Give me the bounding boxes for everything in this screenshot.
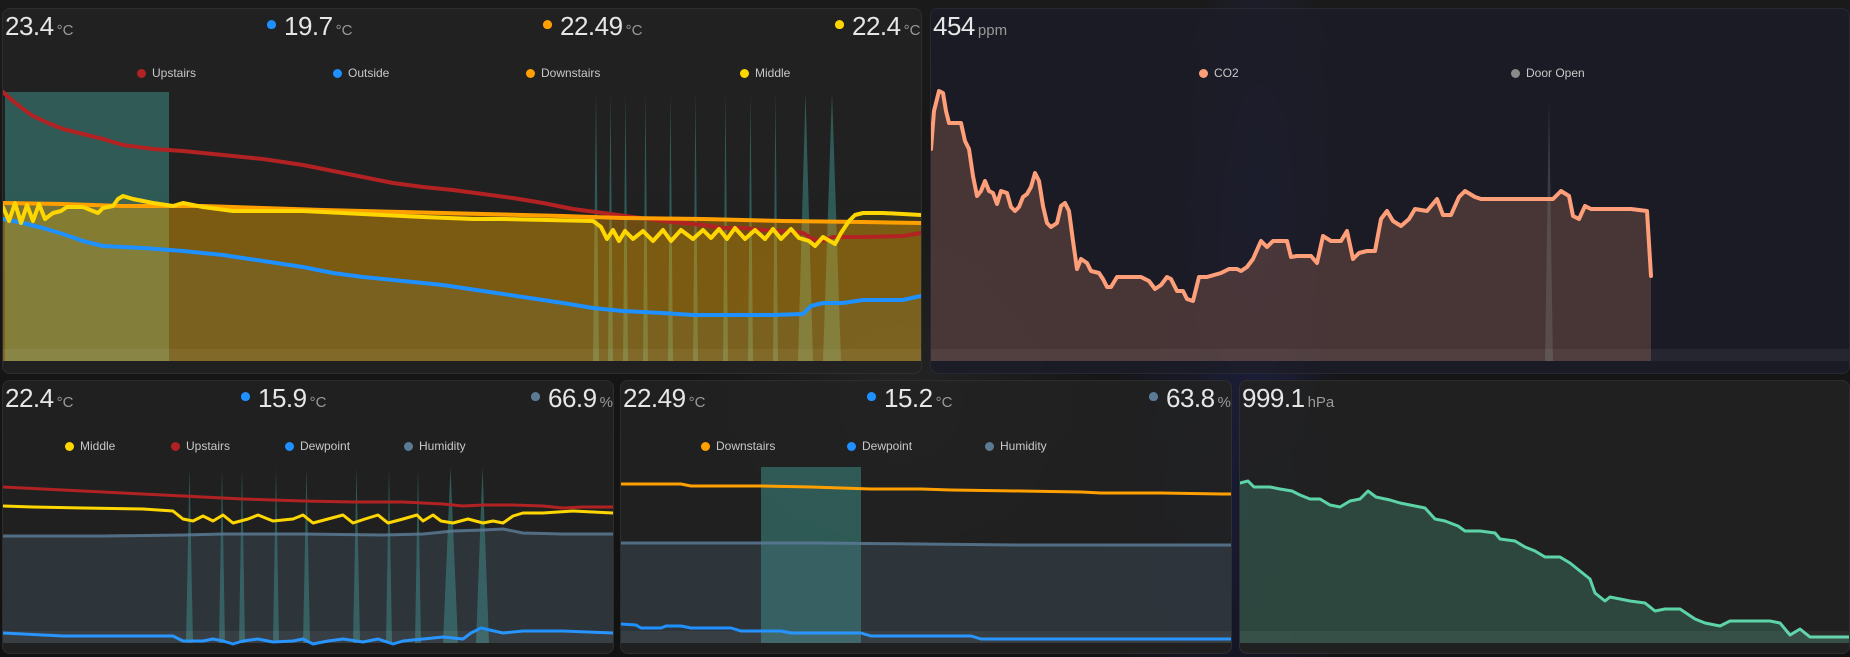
legend-item-upstairs[interactable]: Upstairs bbox=[171, 439, 230, 453]
state-value: 23.4 bbox=[5, 11, 54, 41]
state-downstairs-temp: 22.49 °C bbox=[623, 383, 705, 414]
state-upstairs: 23.4 °C bbox=[5, 11, 73, 42]
state-value: 22.4 bbox=[5, 383, 54, 413]
legend-label: Door Open bbox=[1526, 66, 1585, 80]
state-unit: °C bbox=[935, 394, 953, 411]
pressure-card[interactable]: 999.1 hPa bbox=[1239, 380, 1850, 654]
state-unit: % bbox=[1217, 394, 1231, 411]
state-value: 15.2 bbox=[884, 383, 933, 413]
legend-item-dewpoint[interactable]: Dewpoint bbox=[285, 439, 350, 453]
legend-label: Outside bbox=[348, 66, 390, 80]
state-middle-temp: 22.4 °C bbox=[5, 383, 73, 414]
legend-dot-icon bbox=[137, 68, 146, 78]
legend-item-humidity[interactable]: Humidity bbox=[985, 439, 1047, 453]
co2-history-card[interactable]: 454 ppm CO2 Door Open bbox=[930, 8, 1850, 374]
state-unit: °C bbox=[688, 394, 706, 411]
legend-item-humidity[interactable]: Humidity bbox=[404, 439, 466, 453]
humidity-color-dot-icon bbox=[1149, 392, 1158, 401]
legend-dot-icon bbox=[847, 441, 856, 451]
downstairs-color-dot-icon bbox=[543, 20, 552, 29]
state-middle-humidity: 66.9% bbox=[531, 383, 613, 414]
state-co2: 454 ppm bbox=[933, 11, 1007, 42]
legend-label: Upstairs bbox=[186, 439, 231, 453]
state-unit: °C bbox=[625, 22, 643, 39]
state-value: 19.7 bbox=[284, 11, 333, 41]
legend-dot-icon bbox=[1199, 68, 1208, 78]
legend-dot-icon bbox=[65, 441, 74, 451]
state-downstairs: 22.49 °C bbox=[543, 11, 642, 42]
dewpoint-color-dot-icon bbox=[867, 392, 876, 401]
legend-dot-icon bbox=[333, 68, 342, 78]
state-value: 15.9 bbox=[258, 383, 307, 413]
legend-dot-icon bbox=[171, 441, 180, 451]
legend-label: Downstairs bbox=[716, 439, 776, 453]
state-value: 63.8 bbox=[1166, 383, 1215, 413]
legend-label: Middle bbox=[755, 66, 791, 80]
humidity-color-dot-icon bbox=[531, 392, 540, 401]
legend-dot-icon bbox=[285, 441, 294, 451]
state-downstairs-dewpoint: 15.2 °C bbox=[867, 383, 952, 414]
legend-item-co2[interactable]: CO2 bbox=[1199, 66, 1239, 80]
co2-line-chart[interactable] bbox=[931, 9, 1849, 373]
downstairs-card[interactable]: 22.49 °C 15.2 °C 63.8% Downstairs Dewpoint… bbox=[620, 380, 1232, 654]
legend-label: CO2 bbox=[1214, 66, 1239, 80]
state-value: 999.1 bbox=[1242, 383, 1305, 413]
outside-color-dot-icon bbox=[267, 20, 276, 29]
state-value: 22.4 bbox=[852, 11, 901, 41]
state-unit: °C bbox=[903, 22, 921, 39]
pressure-area-chart[interactable] bbox=[1240, 381, 1849, 653]
legend-dot-icon bbox=[526, 68, 535, 78]
legend-item-downstairs[interactable]: Downstairs bbox=[701, 439, 775, 453]
legend-dot-icon bbox=[404, 441, 413, 451]
state-unit: °C bbox=[309, 394, 327, 411]
state-outside: 19.7 °C bbox=[267, 11, 352, 42]
state-unit: °C bbox=[335, 22, 353, 39]
legend-dot-icon bbox=[1511, 68, 1520, 78]
state-value: 454 bbox=[933, 11, 975, 41]
middle-floor-line-chart[interactable] bbox=[3, 381, 613, 653]
middle-color-dot-icon bbox=[835, 20, 844, 29]
legend-dot-icon bbox=[985, 441, 994, 451]
downstairs-line-chart[interactable] bbox=[621, 381, 1231, 653]
state-middle: 22.4 °C bbox=[835, 11, 920, 42]
legend-label: Middle bbox=[80, 439, 116, 453]
legend-item-dewpoint[interactable]: Dewpoint bbox=[847, 439, 912, 453]
state-value: 22.49 bbox=[560, 11, 623, 41]
legend-dot-icon bbox=[701, 441, 710, 451]
legend-label: Upstairs bbox=[152, 66, 197, 80]
state-unit: ppm bbox=[977, 22, 1008, 39]
legend-item-door-open[interactable]: Door Open bbox=[1511, 66, 1585, 80]
temperature-line-chart[interactable] bbox=[3, 9, 921, 373]
legend-item-middle[interactable]: Middle bbox=[740, 66, 790, 80]
legend-label: Dewpoint bbox=[300, 439, 351, 453]
legend-item-middle[interactable]: Middle bbox=[65, 439, 115, 453]
state-unit: hPa bbox=[1307, 394, 1335, 411]
state-value: 22.49 bbox=[623, 383, 686, 413]
dewpoint-color-dot-icon bbox=[241, 392, 250, 401]
legend-label: Humidity bbox=[419, 439, 466, 453]
legend-label: Humidity bbox=[1000, 439, 1047, 453]
legend-item-upstairs[interactable]: Upstairs bbox=[137, 66, 196, 80]
state-middle-dewpoint: 15.9 °C bbox=[241, 383, 326, 414]
state-unit: °C bbox=[56, 394, 74, 411]
state-value: 66.9 bbox=[548, 383, 597, 413]
state-downstairs-humidity: 63.8% bbox=[1149, 383, 1231, 414]
legend-item-outside[interactable]: Outside bbox=[333, 66, 389, 80]
temperature-history-card[interactable]: 23.4 °C 19.7 °C 22.49 °C 22.4 °C Upstairs Ou… bbox=[2, 8, 922, 374]
state-unit: % bbox=[599, 394, 613, 411]
legend-label: Dewpoint bbox=[862, 439, 913, 453]
legend-item-downstairs[interactable]: Downstairs bbox=[526, 66, 600, 80]
state-pressure: 999.1 hPa bbox=[1242, 383, 1334, 414]
state-unit: °C bbox=[56, 22, 74, 39]
middle-floor-card[interactable]: 22.4 °C 15.9 °C 66.9% Middle Upstairs Dewp… bbox=[2, 380, 614, 654]
legend-dot-icon bbox=[740, 68, 749, 78]
legend-label: Downstairs bbox=[541, 66, 601, 80]
